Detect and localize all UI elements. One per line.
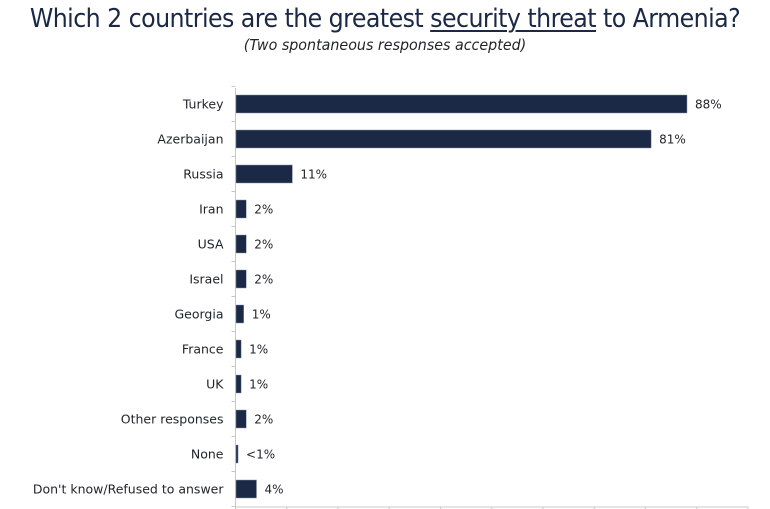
category-label: None: [191, 447, 224, 462]
value-label: 88%: [695, 98, 722, 112]
category-label: Russia: [183, 167, 223, 182]
value-label: 2%: [254, 238, 273, 252]
title-emphasis: security threat: [430, 4, 596, 34]
title-part-3: to Armenia?: [595, 4, 741, 34]
category-label: Iran: [199, 202, 223, 217]
chart-subtitle: (Two spontaneous responses accepted): [243, 36, 527, 54]
category-label: USA: [198, 237, 224, 252]
value-label: 1%: [249, 378, 268, 392]
bar: [235, 234, 247, 254]
value-label: 2%: [254, 273, 273, 287]
bar: [235, 269, 247, 289]
value-label: 81%: [659, 133, 686, 147]
category-label: France: [182, 342, 224, 357]
bar: [235, 444, 239, 464]
value-label: 4%: [265, 483, 284, 497]
value-label: 2%: [254, 203, 273, 217]
value-label: 1%: [249, 343, 268, 357]
value-label: 11%: [300, 168, 327, 182]
category-label: Don't know/Refused to answer: [33, 482, 225, 497]
bar: [235, 304, 244, 324]
category-label: Israel: [189, 272, 223, 287]
title-part-1: Which 2 countries are the greatest: [29, 4, 431, 34]
chart-title: Which 2 countries are the greatest secur…: [27, 4, 743, 34]
value-label: 1%: [252, 308, 271, 322]
value-label: 2%: [254, 413, 273, 427]
category-label: UK: [206, 377, 224, 392]
category-label: Georgia: [174, 307, 223, 322]
bar: [235, 129, 652, 149]
bar: [235, 409, 247, 429]
bar: [235, 164, 293, 184]
bar: [235, 374, 242, 394]
category-label: Azerbaijan: [157, 132, 223, 147]
bar: [235, 479, 257, 499]
bar: [235, 94, 688, 114]
bar: [235, 339, 242, 359]
bar: [235, 199, 247, 219]
category-label: Other responses: [121, 412, 224, 427]
value-label: <1%: [246, 448, 275, 462]
category-label: Turkey: [182, 97, 224, 112]
